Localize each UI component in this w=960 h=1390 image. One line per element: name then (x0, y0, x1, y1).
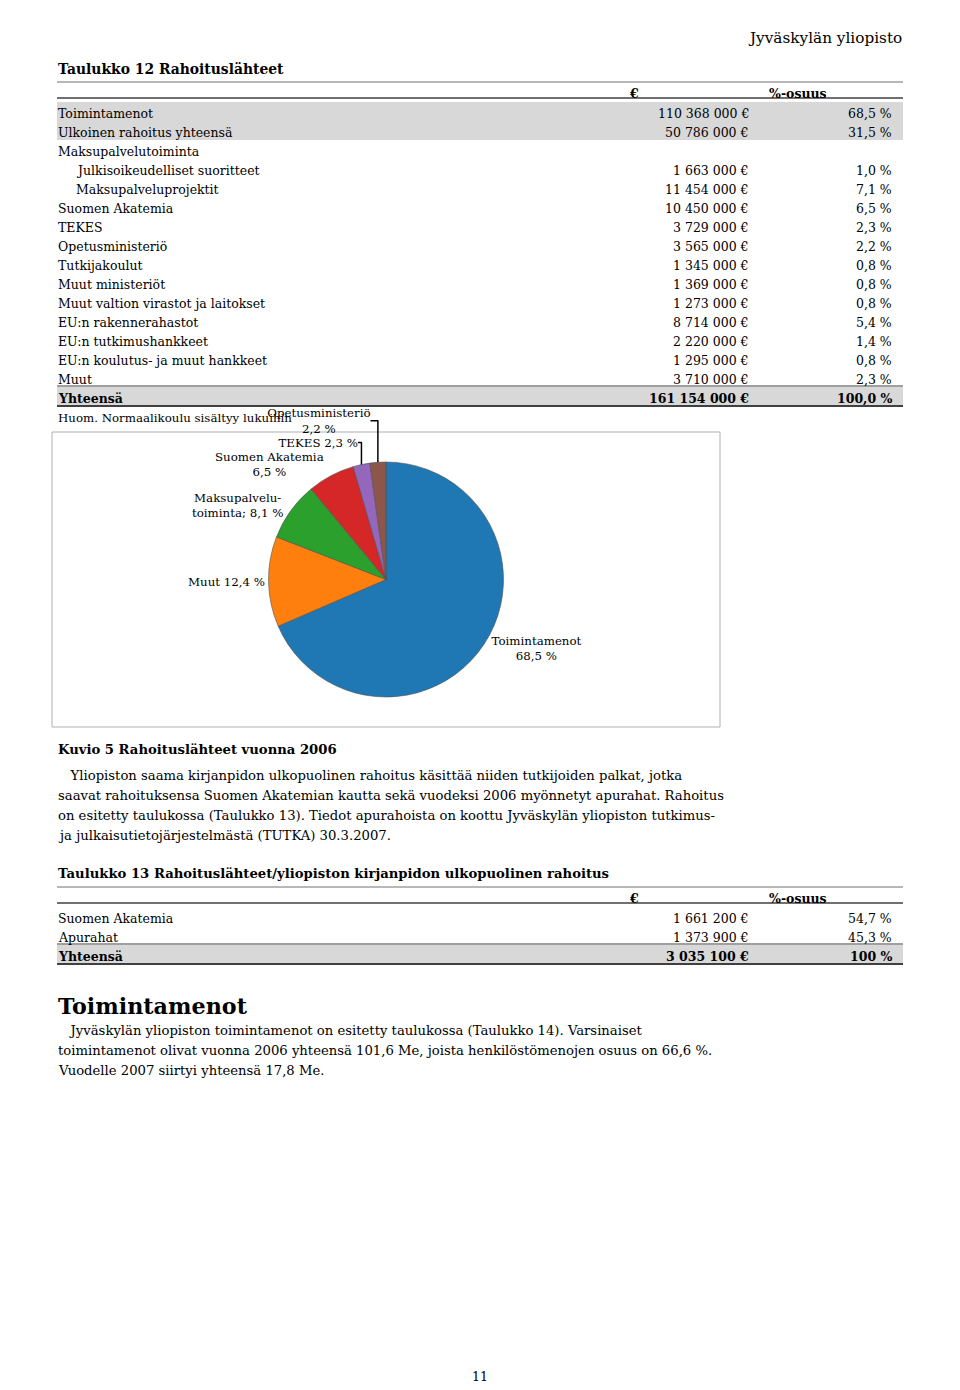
svg-text:1 295 000 €: 1 295 000 € (673, 353, 749, 368)
svg-text:Jyväskylän yliopiston toiminta: Jyväskylän yliopiston toimintamenot on e… (58, 1023, 643, 1038)
svg-text:Apurahat: Apurahat (58, 930, 118, 945)
svg-text:Suomen Akatemia: Suomen Akatemia (58, 911, 174, 926)
svg-text:Muut 12,4 %: Muut 12,4 % (188, 575, 265, 589)
svg-text:Taulukko 12 Rahoituslähteet: Taulukko 12 Rahoituslähteet (58, 61, 284, 77)
svg-text:11 454 000 €: 11 454 000 € (665, 182, 749, 197)
svg-text:0,8 %: 0,8 % (856, 353, 892, 368)
svg-text:Opetusministeriö2,2 %: Opetusministeriö2,2 % (267, 406, 370, 435)
svg-text:%-osuus: %-osuus (769, 86, 827, 101)
svg-text:68,5 %: 68,5 % (848, 106, 892, 121)
svg-text:45,3 %: 45,3 % (848, 930, 892, 945)
svg-text:Taulukko 13 Rahoituslähteet/yl: Taulukko 13 Rahoituslähteet/yliopiston k… (58, 866, 609, 881)
svg-text:Muut: Muut (58, 372, 92, 387)
svg-text:Suomen Akatemia6,5 %: Suomen Akatemia6,5 % (215, 450, 324, 479)
svg-text:Ulkoinen rahoitus yhteensä: Ulkoinen rahoitus yhteensä (58, 125, 233, 140)
svg-text:Jyväskylän yliopisto: Jyväskylän yliopisto (748, 29, 902, 47)
svg-text:1,4 %: 1,4 % (856, 334, 892, 349)
svg-text:Tutkijakoulut: Tutkijakoulut (58, 258, 143, 273)
svg-text:Toimintamenot: Toimintamenot (58, 106, 153, 121)
svg-text:8 714 000 €: 8 714 000 € (673, 315, 749, 330)
svg-text:3 035 100 €: 3 035 100 € (666, 949, 749, 964)
svg-text:EU:n koulutus- ja muut hankkee: EU:n koulutus- ja muut hankkeet (58, 353, 267, 368)
svg-text:1 369 000 €: 1 369 000 € (673, 277, 749, 292)
svg-text:Vuodelle 2007 siirtyi yhteensä: Vuodelle 2007 siirtyi yhteensä 17,8 Me. (58, 1063, 324, 1078)
svg-text:TEKES: TEKES (58, 220, 103, 235)
svg-text:100,0 %: 100,0 % (837, 391, 892, 406)
svg-text:2,2 %: 2,2 % (856, 239, 892, 254)
svg-text:1 345 000 €: 1 345 000 € (673, 258, 749, 273)
svg-text:€: € (629, 86, 639, 101)
svg-text:%-osuus: %-osuus (769, 891, 827, 906)
svg-text:7,1 %: 7,1 % (856, 182, 892, 197)
svg-text:0,8 %: 0,8 % (856, 258, 892, 273)
svg-text:Opetusministeriö: Opetusministeriö (58, 239, 167, 254)
svg-text:0,8 %: 0,8 % (856, 277, 892, 292)
svg-text:Huom. Normaalikoulu sisältyy l: Huom. Normaalikoulu sisältyy lukuihin (58, 411, 292, 425)
svg-text:Suomen Akatemia: Suomen Akatemia (58, 201, 174, 216)
svg-text:€: € (629, 891, 639, 906)
svg-text:3 729 000 €: 3 729 000 € (673, 220, 749, 235)
svg-text:3 710 000 €: 3 710 000 € (673, 372, 749, 387)
svg-text:Yhteensä: Yhteensä (58, 949, 123, 964)
svg-text:1 273 000 €: 1 273 000 € (673, 296, 749, 311)
svg-text:Kuvio 5 Rahoituslähteet vuonna: Kuvio 5 Rahoituslähteet vuonna 2006 (58, 742, 337, 757)
svg-text:54,7 %: 54,7 % (848, 911, 892, 926)
svg-text:Yliopiston saama kirjanpidon u: Yliopiston saama kirjanpidon ulkopuoline… (58, 768, 682, 783)
svg-text:0,8 %: 0,8 % (856, 296, 892, 311)
svg-text:5,4 %: 5,4 % (856, 315, 892, 330)
svg-text:50 786 000 €: 50 786 000 € (665, 125, 749, 140)
svg-text:Toimintamenot: Toimintamenot (58, 993, 248, 1019)
svg-text:Yhteensä: Yhteensä (58, 391, 123, 406)
svg-text:1 373 900 €: 1 373 900 € (673, 930, 749, 945)
svg-text:1 663 000 €: 1 663 000 € (673, 163, 749, 178)
svg-text:saavat rahoituksensa Suomen Ak: saavat rahoituksensa Suomen Akatemian ka… (58, 788, 724, 803)
svg-text:10 450 000 €: 10 450 000 € (665, 201, 749, 216)
svg-text:6,5 %: 6,5 % (856, 201, 892, 216)
svg-text:Maksupalveluprojektit: Maksupalveluprojektit (76, 182, 219, 197)
svg-text:31,5 %: 31,5 % (848, 125, 892, 140)
svg-text:161 154 000 €: 161 154 000 € (649, 391, 749, 406)
svg-text:Muut valtion virastot ja laito: Muut valtion virastot ja laitokset (58, 296, 265, 311)
svg-text:3 565 000 €: 3 565 000 € (673, 239, 749, 254)
svg-text:1 661 200 €: 1 661 200 € (673, 911, 749, 926)
svg-text:2,3 %: 2,3 % (856, 220, 892, 235)
svg-text:2,3 %: 2,3 % (856, 372, 892, 387)
svg-text:Muut ministeriöt: Muut ministeriöt (58, 277, 165, 292)
svg-text:Toimintamenot68,5 %: Toimintamenot68,5 % (492, 634, 582, 663)
svg-text:on esitetty taulukossa (Tauluk: on esitetty taulukossa (Taulukko 13). Ti… (58, 808, 715, 823)
svg-text:Maksupalvelu-toiminta; 8,1 %: Maksupalvelu-toiminta; 8,1 % (192, 491, 283, 520)
svg-text:Julkisoikeudelliset suoritteet: Julkisoikeudelliset suoritteet (76, 163, 260, 178)
svg-text:toimintamenot olivat vuonna 20: toimintamenot olivat vuonna 2006 yhteens… (58, 1043, 712, 1058)
svg-text:2 220 000 €: 2 220 000 € (673, 334, 749, 349)
svg-text:Maksupalvelutoiminta: Maksupalvelutoiminta (58, 144, 200, 159)
svg-text:TEKES 2,3 %: TEKES 2,3 % (278, 436, 357, 450)
svg-text:ja julkaisutietojärjestelmästä: ja julkaisutietojärjestelmästä (TUTKA) 3… (58, 828, 391, 843)
svg-text:EU:n tutkimushankkeet: EU:n tutkimushankkeet (58, 334, 208, 349)
svg-text:110 368 000 €: 110 368 000 € (658, 106, 749, 121)
svg-text:1,0 %: 1,0 % (856, 163, 892, 178)
svg-text:EU:n rakennerahastot: EU:n rakennerahastot (58, 315, 198, 330)
svg-text:11: 11 (472, 1369, 488, 1384)
svg-text:100 %: 100 % (850, 949, 892, 964)
